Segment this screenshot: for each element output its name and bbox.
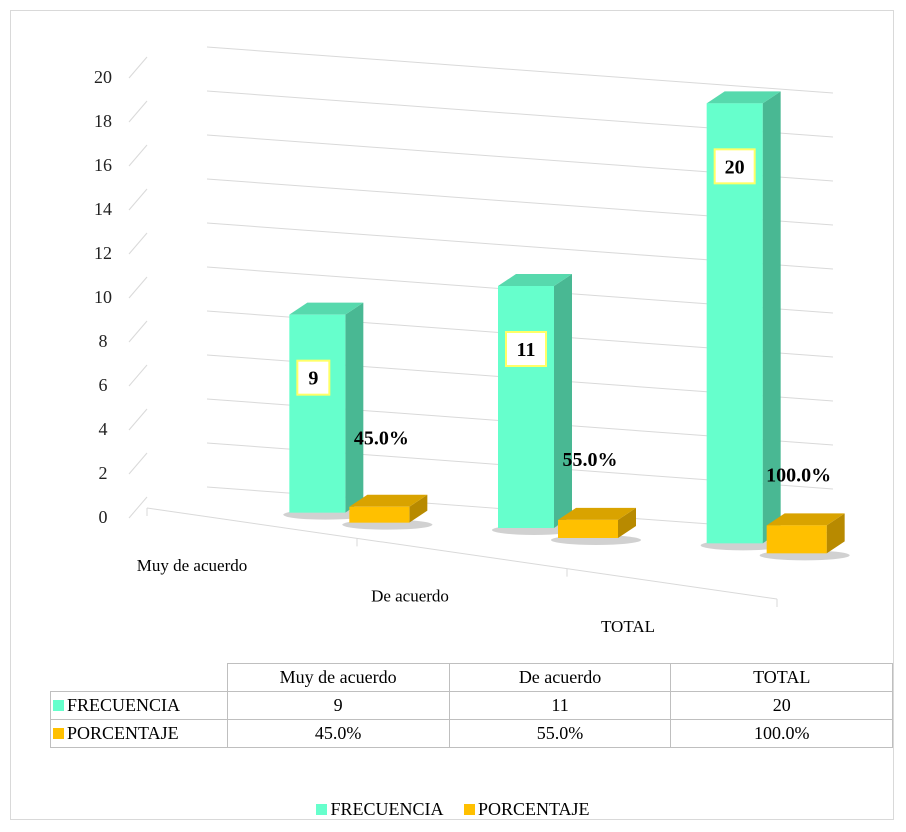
table-header-cell: Muy de acuerdo [226, 663, 450, 692]
data-label-frecuencia: 9 [308, 368, 318, 390]
legend-item-frecuencia: FRECUENCIA [316, 799, 443, 820]
table-row: FRECUENCIA 9 11 20 [50, 691, 893, 720]
data-label-box [296, 359, 331, 396]
data-table: Muy de acuerdo De acuerdo TOTAL FRECUENC… [50, 663, 893, 748]
bar-porcentaje-side [826, 513, 845, 554]
table-row-header: PORCENTAJE [50, 719, 228, 748]
chart-legend: FRECUENCIA PORCENTAJE [11, 799, 895, 820]
gridline-side [128, 56, 148, 79]
x-tick-label: TOTAL [601, 617, 655, 636]
gridline-side [128, 320, 148, 343]
y-tick-label: 0 [99, 507, 108, 527]
gridline-side [128, 364, 148, 387]
table-cell: 45.0% [226, 719, 450, 748]
bar-frecuencia-side [762, 91, 781, 544]
table-header-cell: De acuerdo [448, 663, 672, 692]
data-label-box [505, 331, 547, 367]
legend-item-porcentaje: PORCENTAJE [463, 799, 590, 820]
bar-porcentaje-top [349, 494, 428, 507]
data-label-porcentaje: 100.0% [766, 464, 831, 486]
bar-porcentaje [558, 519, 618, 538]
bar-porcentaje-side [618, 507, 636, 538]
gridline-side [128, 232, 148, 255]
data-label-frecuencia: 20 [725, 156, 745, 178]
x-axis-line [146, 507, 778, 600]
y-tick-label: 14 [94, 199, 112, 219]
bar-frecuencia-top [289, 302, 364, 315]
gridline-side [128, 408, 148, 431]
bar-porcentaje [766, 525, 827, 554]
bar-porcentaje-top [766, 513, 845, 526]
table-cell: 55.0% [448, 719, 672, 748]
legend-swatch-icon [463, 804, 475, 815]
table-row-header: FRECUENCIA [50, 691, 228, 720]
table-cell: 11 [448, 691, 672, 720]
bar-porcentaje-side [409, 494, 428, 523]
chart-frame: 0 2 4 6 8 10 12 14 16 18 20 9 45.0% Muy de acuerdo 11 5… [10, 10, 894, 820]
table-cell: 100.0% [670, 719, 893, 748]
table-row: PORCENTAJE 45.0% 55.0% 100.0% [50, 719, 893, 748]
table-row-label: FRECUENCIA [67, 695, 181, 715]
x-tick-label: De acuerdo [371, 587, 449, 606]
bar-frecuencia [289, 314, 346, 513]
table-corner [50, 663, 228, 692]
gridline-side [128, 188, 148, 211]
table-header-row: Muy de acuerdo De acuerdo TOTAL [50, 663, 893, 692]
bar-frecuencia [498, 286, 554, 528]
y-tick-label: 20 [94, 67, 112, 87]
y-tick-label: 6 [99, 375, 108, 395]
y-tick-label: 8 [99, 331, 108, 351]
legend-label: FRECUENCIA [330, 799, 444, 819]
gridline [206, 46, 834, 94]
y-tick-label: 4 [99, 419, 108, 439]
porcentaje-swatch-icon [53, 728, 64, 739]
y-tick-label: 10 [94, 287, 112, 307]
data-label-porcentaje: 45.0% [354, 428, 409, 450]
data-label-porcentaje: 55.0% [563, 449, 618, 471]
x-tick-label: Muy de acuerdo [137, 556, 247, 575]
bar-frecuencia-side [345, 302, 364, 513]
bar-porcentaje [349, 506, 410, 523]
table-row-label: PORCENTAJE [67, 723, 179, 743]
bar-frecuencia-side [554, 274, 572, 528]
gridline-side [128, 496, 148, 519]
table-cell: 20 [670, 691, 893, 720]
y-tick-label: 2 [99, 463, 108, 483]
table-cell: 9 [226, 691, 450, 720]
legend-label: PORCENTAJE [477, 799, 590, 819]
gridline-side [128, 452, 148, 475]
bar-frecuencia-top [706, 91, 781, 104]
chart-plot: 0 2 4 6 8 10 12 14 16 18 20 9 45.0% Muy de acuerdo 11 5… [94, 46, 850, 636]
y-tick-label: 18 [94, 111, 112, 131]
gridline-side [128, 100, 148, 123]
y-tick-label: 16 [94, 155, 112, 175]
legend-swatch-icon [316, 804, 328, 815]
data-label-box [713, 148, 756, 185]
table-header-cell: TOTAL [670, 663, 893, 692]
bar-frecuencia-top [498, 274, 572, 286]
gridline-side [128, 144, 148, 167]
frecuencia-swatch-icon [53, 700, 64, 711]
y-tick-label: 12 [94, 243, 112, 263]
bar-porcentaje-top [558, 507, 636, 520]
gridline-side [128, 276, 148, 299]
data-label-frecuencia: 11 [517, 339, 536, 361]
